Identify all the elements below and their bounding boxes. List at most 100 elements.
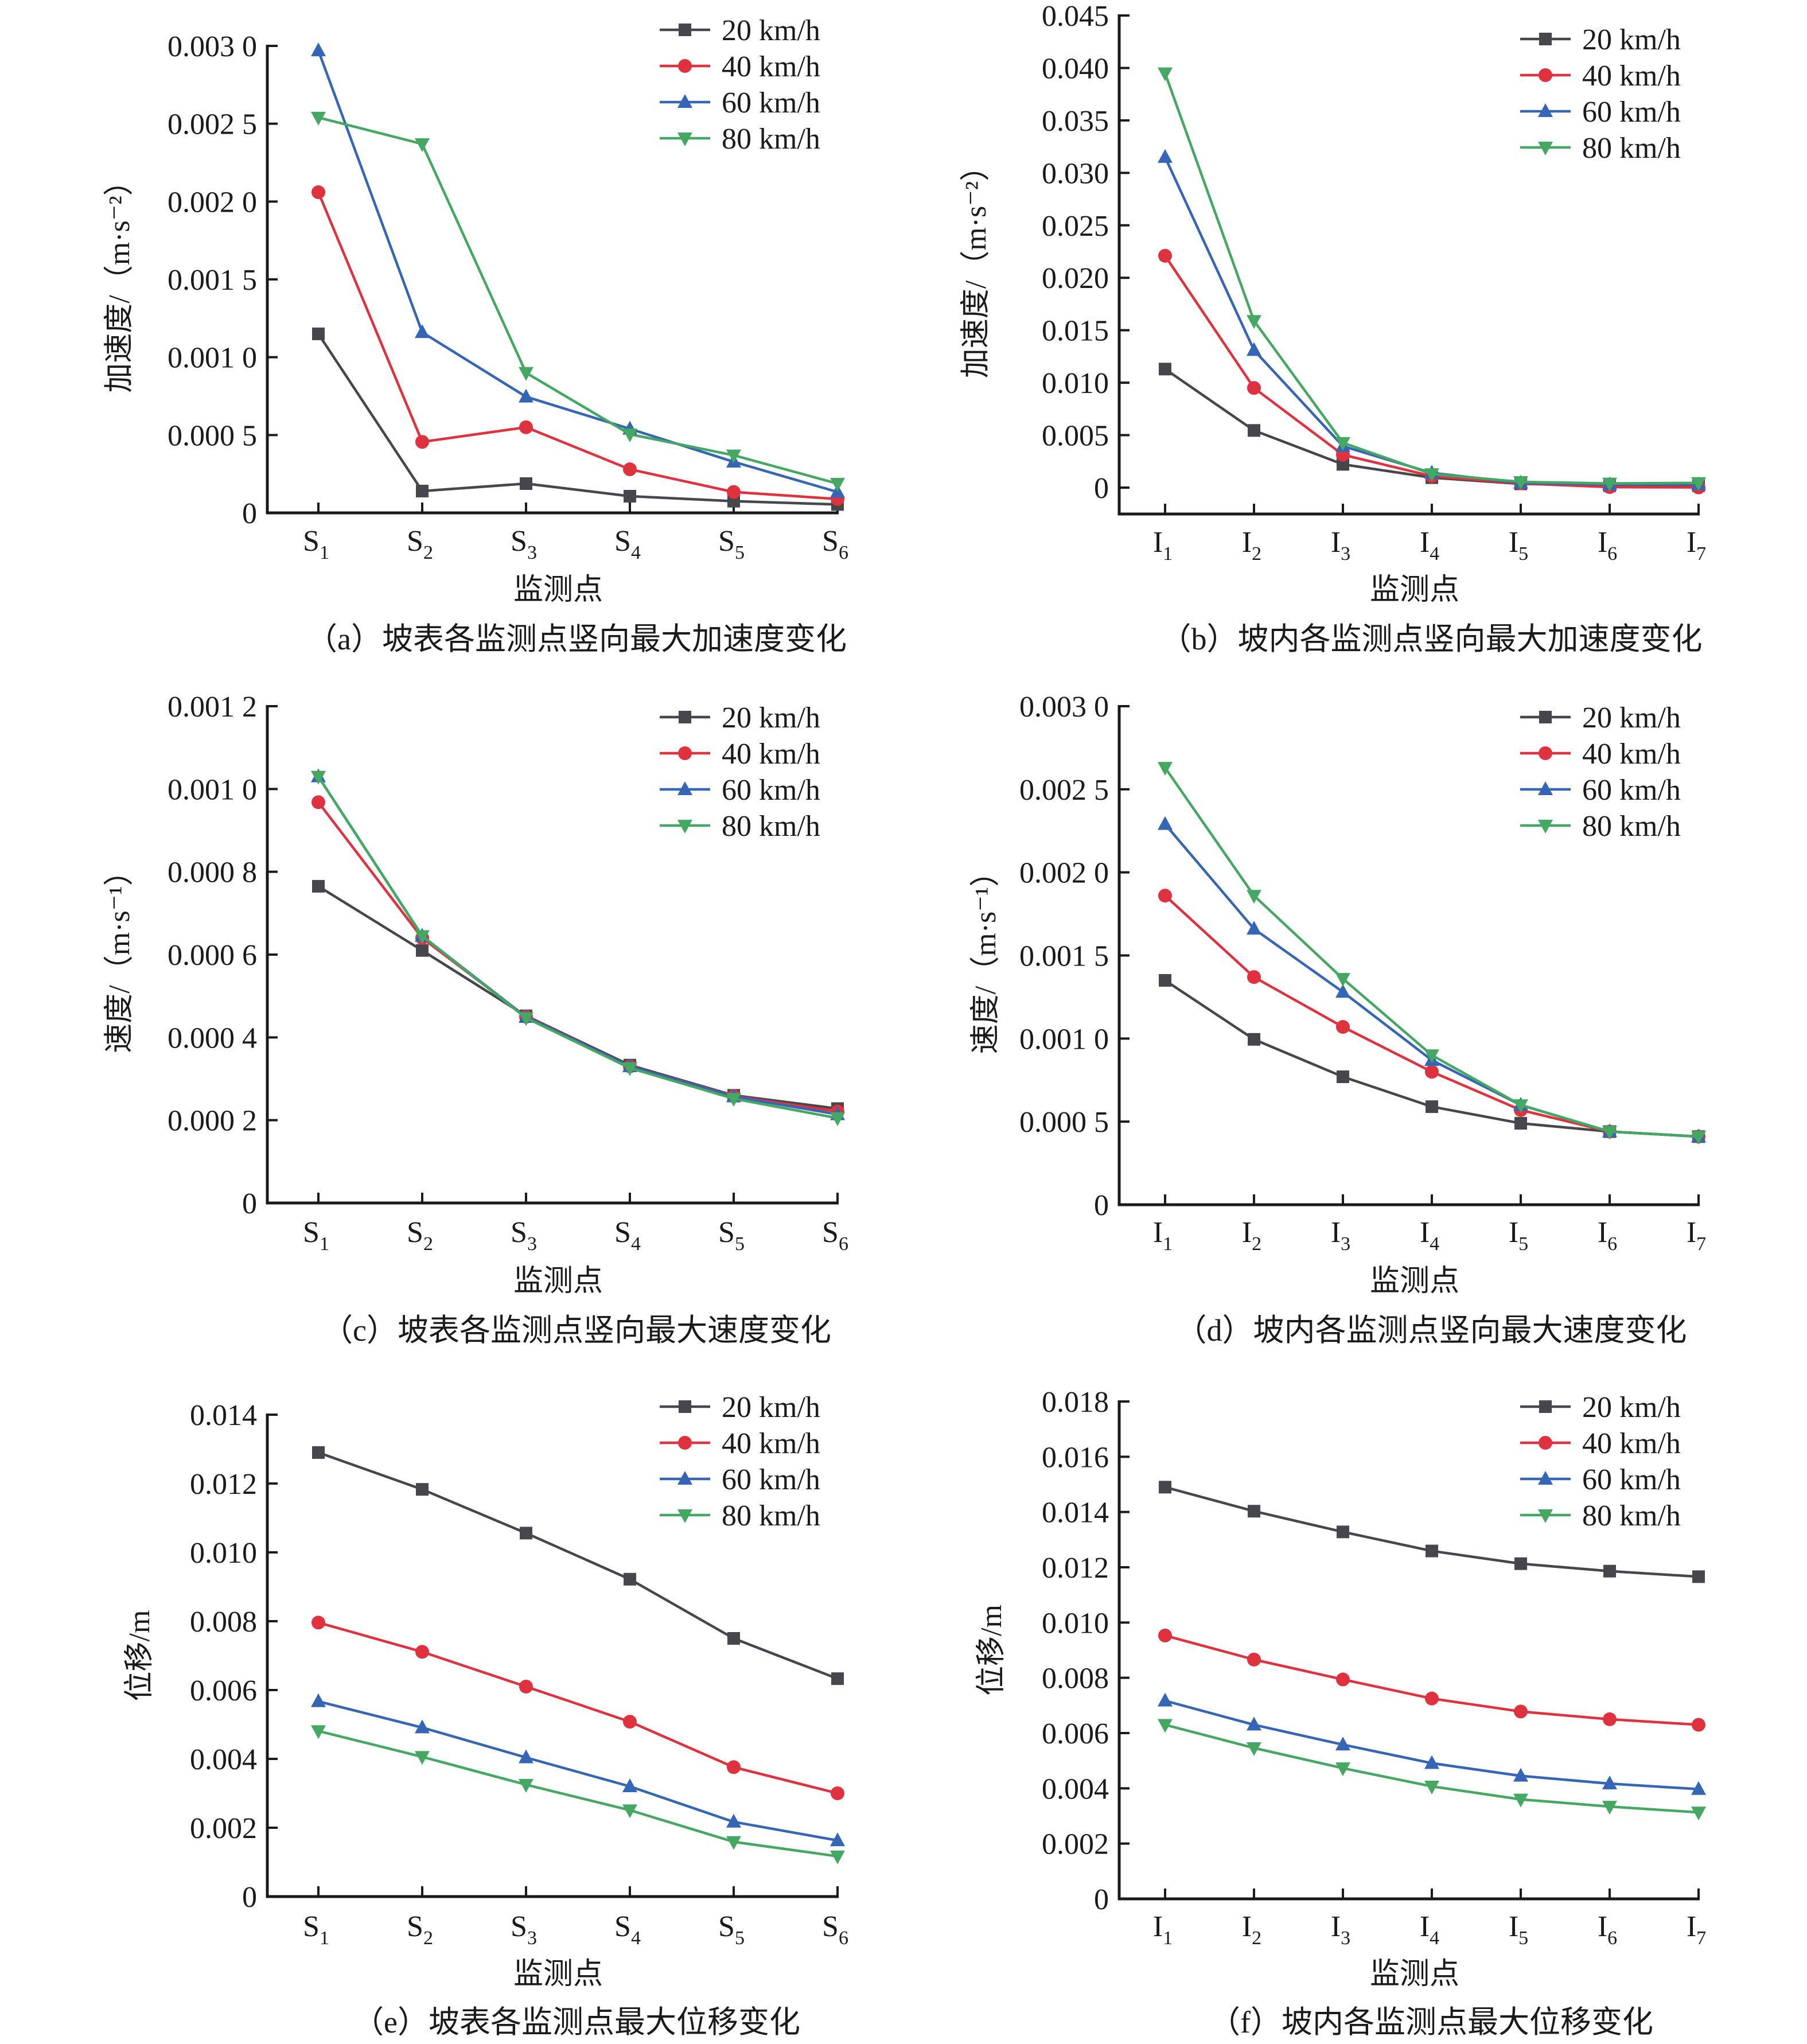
data-point [1335,973,1350,987]
legend: 20 km/h40 km/h60 km/h80 km/h [1520,702,1681,843]
x-tick-label: I5 [1509,1910,1528,1949]
x-tick-label: S3 [511,1910,537,1949]
data-point [623,462,637,477]
x-tick-subscript: 4 [1430,1928,1439,1949]
x-tick-letter: S [511,525,527,558]
data-point [727,485,741,499]
x-tick-subscript: 2 [1252,543,1261,564]
data-point [727,1632,740,1645]
x-tick-label: S1 [303,525,329,563]
data-point [1426,1100,1438,1114]
y-tick-label: 0 [242,1881,257,1914]
legend-marker [1538,103,1553,117]
legend-marker [677,133,692,146]
x-tick-letter: S [303,1910,320,1943]
legend-marker [677,94,692,108]
x-tick-subscript: 4 [1430,1233,1439,1255]
data-point [1158,149,1173,163]
panel-caption: （b）坡内各监测点竖向最大加速度变化 [1160,622,1703,656]
legend-label: 40 km/h [1582,738,1681,770]
series-line [1164,255,1699,489]
x-tick-letter: I [1242,526,1252,559]
x-tick-label: S4 [614,1216,641,1255]
data-point [1247,890,1261,904]
legend-marker [679,711,691,723]
chart-panel-c: 0 0.000 2 0.000 4 0.000 6 0.000 8 0.001 0 0.00… [103,691,848,1348]
x-tick-letter: S [511,1216,527,1249]
x-tick-subscript: 6 [839,542,848,563]
series-line [317,192,838,501]
data-point [311,111,326,126]
data-point [1248,1505,1260,1518]
x-tick-letter: S [407,1910,423,1943]
x-tick-label: I6 [1598,1910,1617,1949]
y-tick-label: 0.030 [1042,157,1109,190]
x-tick-label: I2 [1242,1216,1261,1255]
legend-label: 40 km/h [722,1427,820,1460]
x-tick-label: S1 [303,1216,329,1255]
x-tick-label: I5 [1509,1216,1528,1255]
y-tick-label: 0.000 5 [1019,1106,1109,1139]
x-tick-subscript: 1 [320,1233,329,1255]
x-axis-title: 监测点 [513,1958,603,1991]
data-point [415,1751,430,1765]
legend-marker [1538,820,1553,834]
x-tick-subscript: 2 [1252,1233,1261,1255]
x-tick-subscript: 2 [423,542,433,563]
series-80-km-h [1158,67,1706,492]
series-20-km-h [1159,1481,1705,1583]
x-tick-subscript: 6 [1607,1928,1617,1949]
data-point [415,930,430,944]
chart-panel-a: 0 0.000 5 0.001 0 0.001 5 0.002 0 0.002 5 0.00… [103,14,848,656]
x-tick-label: S5 [718,1216,745,1255]
x-tick-letter: S [614,525,631,558]
data-point [727,1760,741,1774]
data-point [1513,1767,1528,1782]
y-axis-title: 速度/（m·s⁻¹） [103,856,136,1053]
data-point [1425,1065,1439,1079]
data-point [624,1572,636,1586]
y-tick-label: 0.001 0 [168,773,257,806]
y-tick-label: 0 [242,1188,257,1220]
y-tick-label: 0.001 5 [1019,940,1109,973]
legend-label: 60 km/h [722,1463,820,1496]
data-point [1336,1020,1350,1034]
data-point [1159,974,1171,987]
series-line [318,1730,838,1858]
data-point [1159,1481,1171,1494]
data-point [311,1693,326,1707]
y-tick-label: 0.008 [190,1606,257,1638]
y-tick-label: 0 [242,497,257,530]
y-tick-label: 0.035 [1042,105,1109,138]
legend: 20 km/h40 km/h60 km/h80 km/h [660,14,820,155]
legend-label: 80 km/h [722,810,820,843]
series-40-km-h [311,795,844,1119]
data-point [1247,315,1261,329]
data-point [830,477,845,492]
legend-label: 80 km/h [1582,132,1681,165]
series-40-km-h [311,185,844,506]
data-point [830,1850,845,1864]
data-point [1247,1652,1261,1667]
chart-panel-b: 0 0.005 0.010 0.015 0.020 0.025 0.030 0.035 0.04… [960,0,1706,656]
data-point [519,1779,533,1793]
y-tick-label: 0.002 [190,1812,257,1845]
x-tick-label: I6 [1598,526,1617,564]
legend-marker [1538,781,1553,795]
x-tick-subscript: 1 [1163,543,1173,564]
y-tick-label: 0.045 [1042,0,1109,33]
data-point [1692,1570,1705,1583]
x-tick-letter: S [822,1910,839,1943]
data-point [1691,477,1706,491]
data-point [622,1778,637,1792]
y-tick-label: 0.014 [1042,1497,1109,1529]
x-tick-label: I2 [1242,1910,1261,1949]
y-tick-label: 0.002 0 [1019,857,1109,890]
data-point [415,1645,429,1659]
data-point [1336,1672,1350,1687]
x-tick-label: S6 [822,1216,848,1255]
data-point [1603,1712,1617,1726]
y-tick-label: 0.000 6 [168,939,257,972]
series-40-km-h [311,1615,844,1800]
